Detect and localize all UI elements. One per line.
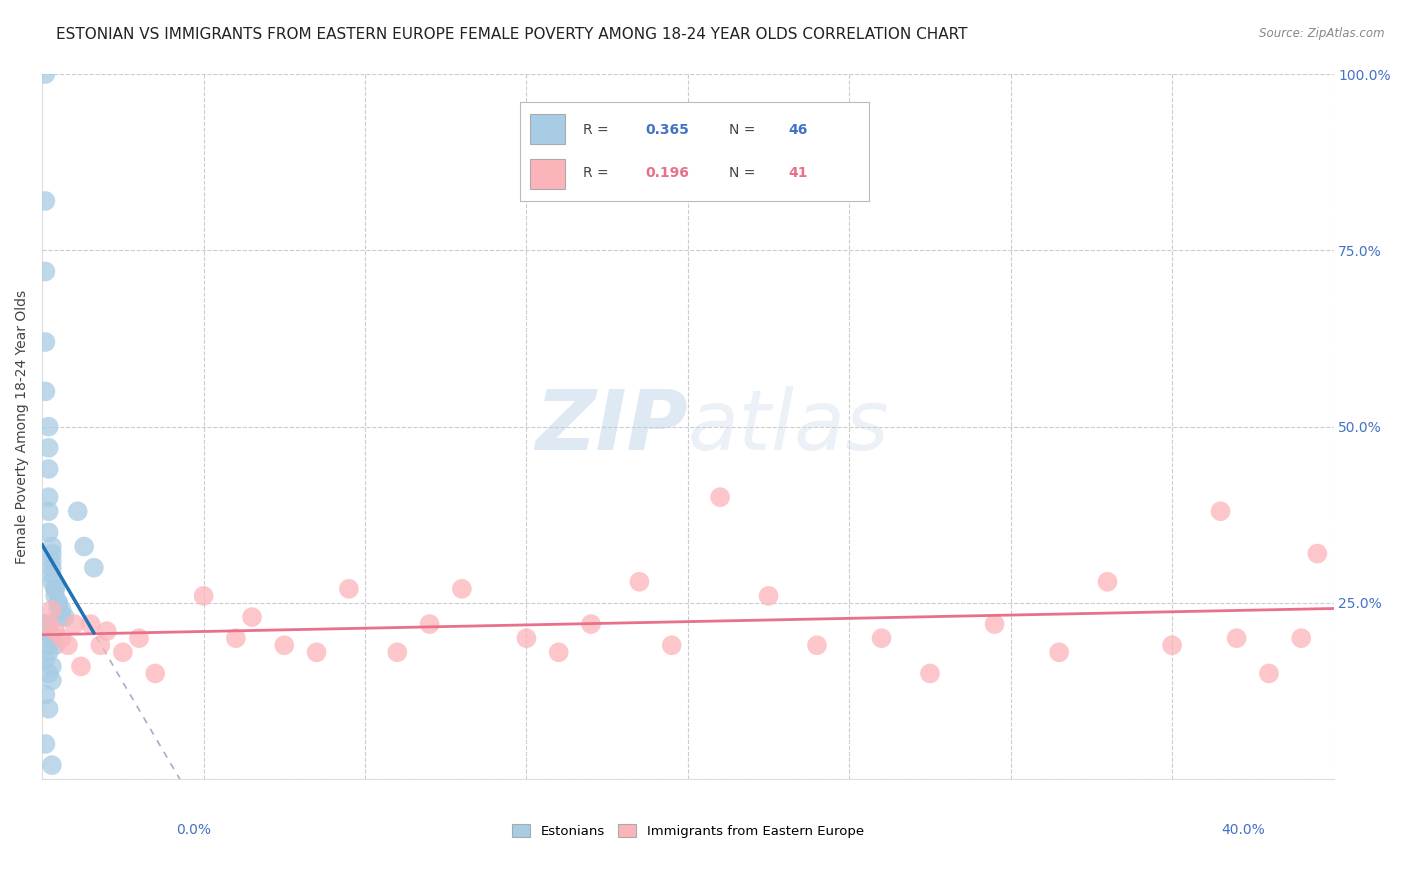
Point <box>41 574 63 589</box>
Point <box>56 638 79 652</box>
Point <box>1226 631 1249 645</box>
Point <box>34 67 56 81</box>
Point <box>1047 645 1070 659</box>
Point <box>38 645 60 659</box>
Point <box>273 638 295 652</box>
Point <box>41 631 63 645</box>
Point <box>193 589 215 603</box>
Point <box>806 638 828 652</box>
Point <box>83 560 105 574</box>
Point <box>38 617 60 632</box>
Point <box>53 610 76 624</box>
Text: atlas: atlas <box>688 386 890 467</box>
Point <box>41 758 63 772</box>
Point <box>1097 574 1119 589</box>
Point <box>41 567 63 582</box>
Point <box>96 624 118 639</box>
Point <box>66 504 89 518</box>
Point <box>38 441 60 455</box>
Point <box>1161 638 1184 652</box>
Text: ZIP: ZIP <box>536 386 688 467</box>
Point <box>41 603 63 617</box>
Point <box>44 624 66 639</box>
Point <box>225 631 247 645</box>
Point <box>34 384 56 399</box>
Text: 40.0%: 40.0% <box>1222 823 1265 837</box>
Point <box>41 540 63 554</box>
Point <box>34 617 56 632</box>
Point <box>918 666 941 681</box>
Point <box>34 737 56 751</box>
Point <box>73 540 96 554</box>
Point <box>89 638 111 652</box>
Point <box>34 264 56 278</box>
Point <box>38 666 60 681</box>
Point <box>661 638 683 652</box>
Point <box>547 645 569 659</box>
Point <box>38 462 60 476</box>
Point <box>34 334 56 349</box>
Point <box>41 547 63 561</box>
Point <box>38 624 60 639</box>
Point <box>1289 631 1312 645</box>
Point <box>38 702 60 716</box>
Point <box>41 553 63 567</box>
Point <box>111 645 134 659</box>
Point <box>451 582 474 596</box>
Point <box>38 638 60 652</box>
Point <box>46 603 69 617</box>
Point <box>34 688 56 702</box>
Point <box>38 525 60 540</box>
Point <box>51 610 73 624</box>
Point <box>34 652 56 666</box>
Point <box>143 666 166 681</box>
Point <box>46 596 69 610</box>
Point <box>51 631 73 645</box>
Y-axis label: Female Poverty Among 18-24 Year Olds: Female Poverty Among 18-24 Year Olds <box>15 290 30 564</box>
Point <box>44 638 66 652</box>
Point <box>128 631 150 645</box>
Point <box>44 582 66 596</box>
Point <box>63 617 86 632</box>
Point <box>41 560 63 574</box>
Point <box>38 504 60 518</box>
Point <box>1209 504 1232 518</box>
Point <box>758 589 780 603</box>
Point <box>38 419 60 434</box>
Point <box>579 617 602 632</box>
Point <box>51 603 73 617</box>
Point <box>70 659 93 673</box>
Point <box>41 631 63 645</box>
Point <box>709 490 731 504</box>
Point <box>41 673 63 688</box>
Text: 0.0%: 0.0% <box>176 823 211 837</box>
Point <box>337 582 360 596</box>
Point <box>46 596 69 610</box>
Point <box>38 624 60 639</box>
Point <box>44 582 66 596</box>
Point <box>1258 666 1281 681</box>
Text: ESTONIAN VS IMMIGRANTS FROM EASTERN EUROPE FEMALE POVERTY AMONG 18-24 YEAR OLDS : ESTONIAN VS IMMIGRANTS FROM EASTERN EURO… <box>56 27 967 42</box>
Point <box>419 617 441 632</box>
Point <box>305 645 328 659</box>
Point <box>515 631 537 645</box>
Point <box>870 631 893 645</box>
Point <box>628 574 651 589</box>
Point <box>240 610 263 624</box>
Point <box>41 659 63 673</box>
Point <box>79 617 101 632</box>
Point <box>44 589 66 603</box>
Point <box>38 490 60 504</box>
Point <box>983 617 1005 632</box>
Point <box>1306 547 1329 561</box>
Point <box>387 645 409 659</box>
Point <box>34 194 56 208</box>
Legend: Estonians, Immigrants from Eastern Europe: Estonians, Immigrants from Eastern Europ… <box>506 819 869 843</box>
Point <box>34 617 56 632</box>
Text: Source: ZipAtlas.com: Source: ZipAtlas.com <box>1260 27 1385 40</box>
